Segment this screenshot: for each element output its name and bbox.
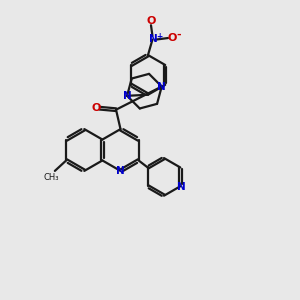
Text: N: N [123, 91, 131, 101]
Text: N: N [116, 166, 125, 176]
Text: N: N [157, 82, 166, 92]
Text: -: - [176, 29, 181, 39]
Text: O: O [167, 33, 177, 43]
Text: CH₃: CH₃ [44, 173, 59, 182]
Text: +: + [156, 32, 162, 41]
Text: O: O [146, 16, 156, 26]
Text: N: N [149, 34, 158, 44]
Text: O: O [91, 103, 100, 113]
Text: N: N [177, 182, 186, 193]
